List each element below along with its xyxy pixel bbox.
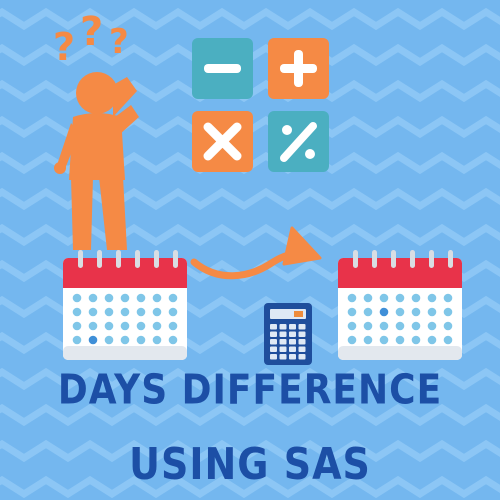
math-operators: [192, 38, 329, 172]
multiply-tile-icon: [192, 111, 253, 172]
confused-person-icon: ? ? ?: [53, 9, 139, 250]
calendar-start-icon: [63, 250, 187, 360]
svg-text:?: ?: [80, 9, 103, 55]
title-line-2: USING SAS: [129, 438, 371, 490]
minus-tile-icon: [192, 38, 253, 99]
svg-text:?: ?: [109, 22, 129, 62]
percent-tile-icon: [268, 111, 329, 172]
title-line-1: DAYS DIFFERENCE: [57, 366, 443, 415]
calculator-icon: [264, 303, 312, 365]
calendar-end-icon: [338, 250, 462, 360]
curved-arrow-icon: [190, 226, 322, 280]
svg-text:?: ?: [53, 25, 75, 69]
plus-tile-icon: [268, 38, 329, 99]
question-marks-icon: ? ? ?: [53, 9, 129, 69]
